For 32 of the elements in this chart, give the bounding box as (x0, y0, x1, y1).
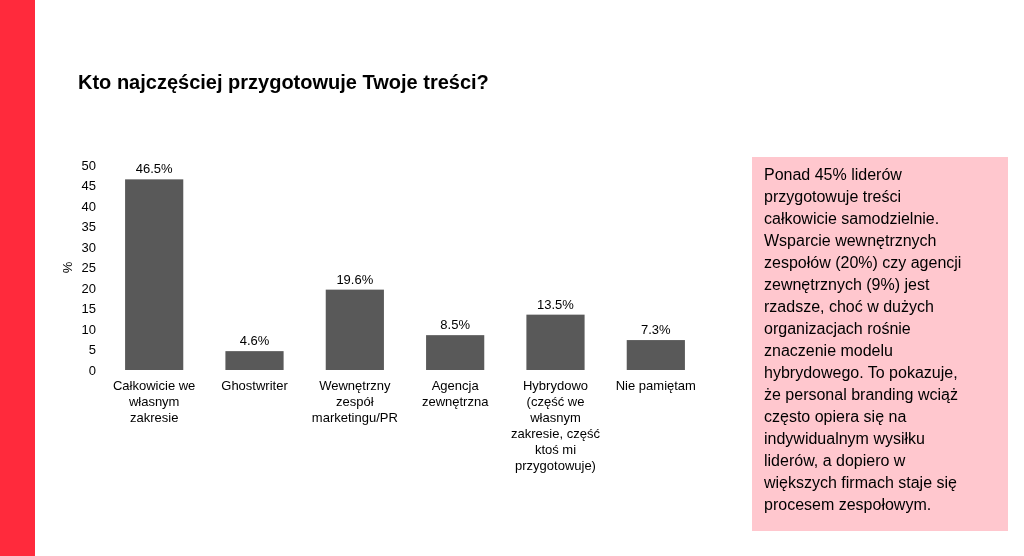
y-tick-label: 10 (81, 321, 96, 337)
y-tick-label: 30 (81, 239, 96, 255)
data-label: 7.3% (641, 322, 672, 338)
data-label: 46.5% (135, 161, 174, 177)
data-label: 13.5% (537, 296, 575, 312)
y-tick-label: 15 (81, 301, 96, 317)
bar (526, 314, 585, 370)
x-tick-label: Agencja zewnętrzna (421, 378, 490, 409)
y-axis-title: % (60, 261, 75, 274)
y-tick-label: 5 (88, 342, 96, 358)
bar (626, 340, 685, 370)
bar (225, 351, 284, 370)
chart-title: Kto najczęściej przygotowuje Twoje treści? (78, 71, 489, 93)
x-tick-label: Wewnętrzny zespół marketingu/PR (311, 378, 398, 425)
y-tick-label: 25 (81, 260, 96, 276)
x-tick-label: Całkowicie we własnym zakresie (112, 378, 196, 425)
bar (125, 179, 184, 370)
data-label: 19.6% (336, 271, 374, 287)
y-tick-label: 50 (81, 157, 96, 173)
x-tick-label: Nie pamiętam (615, 378, 696, 393)
data-label: 4.6% (239, 333, 270, 349)
y-tick-label: 0 (88, 362, 96, 378)
y-tick-label: 35 (81, 219, 96, 235)
bar (325, 289, 384, 370)
x-tick-label: Ghostwriter (221, 378, 289, 393)
data-label: 8.5% (440, 317, 471, 333)
bar (426, 335, 485, 370)
text: Ponad 45% liderów przygotowuje treści całkowicie samodzielnie. Wsparcie wewnętrznych zespołów (20%) czy agencji zewnętrznych (9%) jest rzadsze, choć w dużych organizacjach rośnie znaczenie modelu hybrydowego. To pokazuje, że personal branding wciąż często opiera się na indywidualnym wysiłku liderów, a dopiero w większych firmach staje się procesem zespołowym. (764, 166, 962, 513)
y-tick-label: 20 (81, 280, 96, 296)
x-tick-label: Hybrydowo (część we własnym zakresie, część ktoś mi przygotowuje) (511, 378, 601, 473)
y-tick-label: 45 (81, 178, 96, 194)
y-tick-label: 40 (81, 198, 96, 214)
